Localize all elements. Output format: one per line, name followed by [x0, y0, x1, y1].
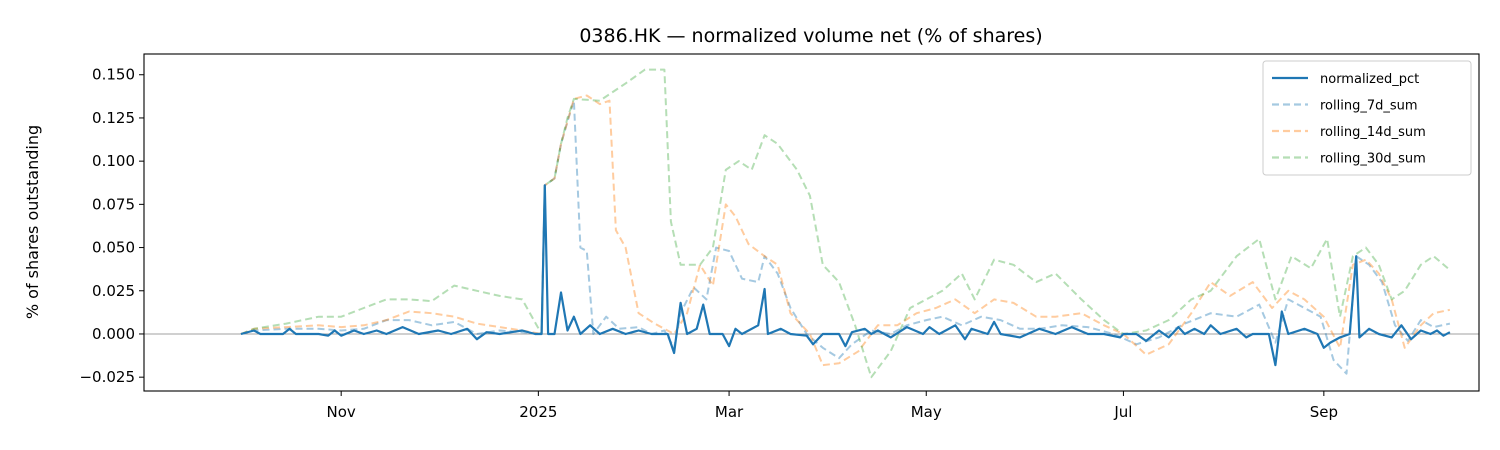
chart-title: 0386.HK — normalized volume net (% of sh… [579, 25, 1042, 47]
axes-frame [143, 53, 1480, 392]
legend-entry-rolling-7d-sum: rolling_7d_sum [1320, 99, 1418, 114]
plot-area [144, 68, 1479, 379]
y-tick-label: 0.125 [92, 109, 135, 127]
x-tick-label: May [911, 403, 942, 421]
legend: normalized_pct rolling_7d_sum rolling_14d_… [1262, 60, 1472, 176]
x-tick-label: 2025 [519, 403, 557, 421]
y-tick-label: 0.075 [92, 195, 135, 213]
x-tick-label: Mar [715, 403, 744, 421]
y-tick-label: 0.025 [92, 282, 135, 300]
series-line-rolling-14d-sum [240, 94, 1451, 367]
series-line-rolling-30d-sum [240, 68, 1451, 379]
legend-entry-rolling-14d-sum: rolling_14d_sum [1320, 125, 1426, 140]
axis-ticks: −0.025 0.000 0.025 0.050 0.075 0.100 0.125 0.15… [79, 53, 1480, 421]
series-line-rolling-7d-sum [240, 99, 1451, 375]
y-tick-label: 0.150 [92, 66, 135, 84]
y-tick-label: 0.000 [92, 325, 135, 343]
legend-entry-normalized-pct: normalized_pct [1320, 72, 1419, 87]
x-tick-label: Sep [1310, 403, 1338, 421]
x-tick-label: Jul [1113, 403, 1132, 421]
y-tick-label: −0.025 [79, 368, 135, 386]
series-line-normalized-pct [240, 184, 1451, 367]
y-tick-label: 0.100 [92, 152, 135, 170]
legend-entry-rolling-30d-sum: rolling_30d_sum [1320, 152, 1426, 167]
y-tick-label: 0.050 [92, 239, 135, 257]
legend-box [1262, 60, 1472, 176]
x-tick-label: Nov [327, 403, 356, 421]
y-axis-label: % of shares outstanding [23, 125, 42, 319]
